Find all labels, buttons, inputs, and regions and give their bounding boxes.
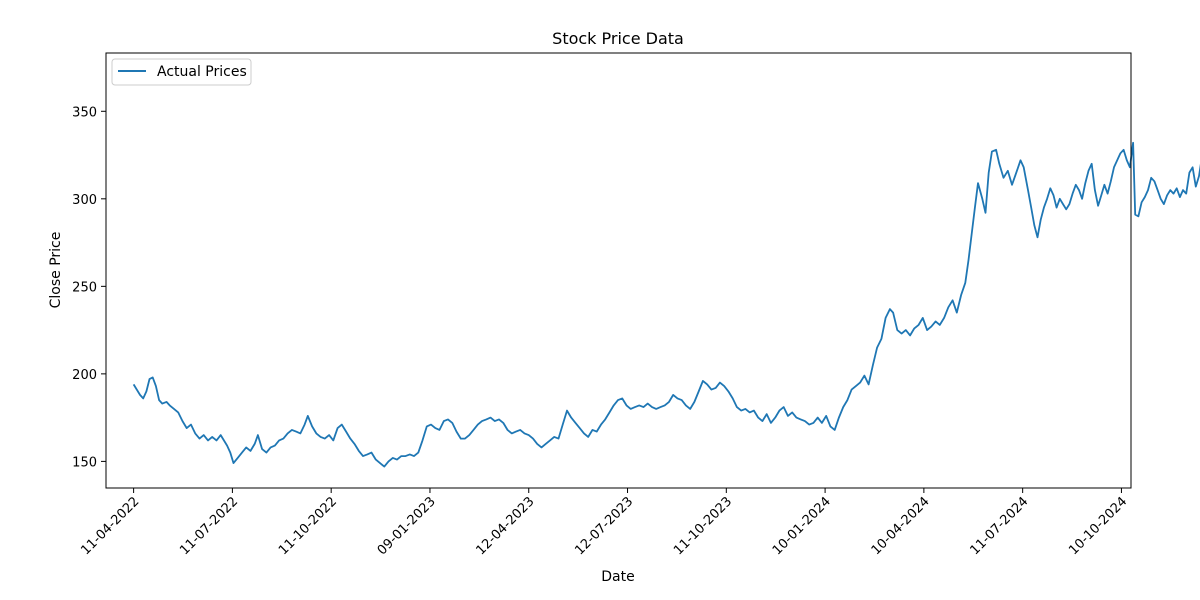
y-axis-label: Close Price	[48, 232, 64, 309]
chart-title: Stock Price Data	[552, 29, 684, 48]
y-tick-label: 200	[72, 368, 97, 383]
y-tick-label: 300	[72, 193, 97, 208]
series-line-actual-prices	[132, 141, 1200, 468]
legend: Actual Prices	[111, 58, 252, 86]
legend-box	[111, 58, 252, 86]
y-tick-label: 250	[72, 280, 97, 295]
x-axis-label: Date	[601, 569, 634, 585]
y-axis-ticks: 150 200 250 300 350	[72, 105, 106, 470]
y-tick-label: 150	[72, 455, 97, 470]
plot-frame	[105, 52, 1132, 489]
legend-label-actual-prices: Actual Prices	[157, 64, 247, 80]
y-tick-label: 350	[72, 105, 97, 120]
